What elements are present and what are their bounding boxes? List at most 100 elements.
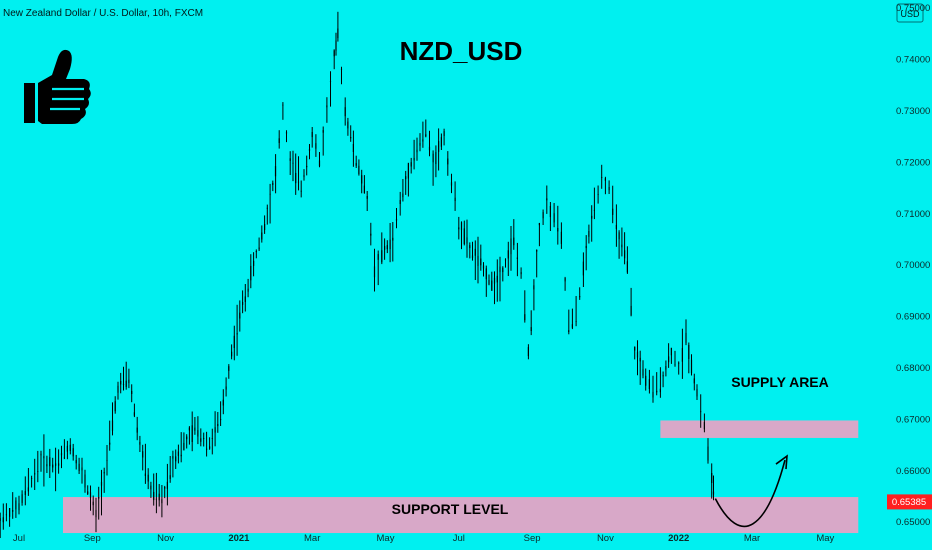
- candle-body: [582, 261, 584, 276]
- candle-body: [568, 330, 570, 332]
- candle-body: [384, 246, 386, 250]
- candle-body: [579, 296, 581, 298]
- candle-body: [533, 285, 535, 290]
- candle-body: [261, 232, 263, 240]
- x-tick-label: May: [816, 533, 834, 544]
- candle-body: [183, 442, 185, 451]
- candle-body: [538, 223, 540, 226]
- y-tick-label: 0.68000: [896, 363, 930, 374]
- candle-body: [642, 369, 644, 376]
- candle-body: [315, 143, 317, 149]
- candle-body: [52, 464, 54, 468]
- candle-body: [92, 501, 94, 506]
- candle-body: [707, 446, 709, 461]
- candle-body: [180, 454, 182, 457]
- candle-body: [89, 492, 92, 498]
- candle-body: [700, 411, 702, 413]
- candle-body: [295, 173, 297, 184]
- candle-body: [209, 446, 211, 449]
- candle-body: [665, 366, 667, 370]
- candle-body: [164, 487, 166, 489]
- candle-body: [636, 351, 639, 358]
- candle-body: [454, 197, 456, 201]
- currency-badge[interactable]: USD: [896, 3, 924, 23]
- candle-body: [428, 146, 431, 151]
- candle-body: [615, 224, 617, 230]
- candle-body: [282, 104, 284, 106]
- candle-body: [278, 138, 280, 143]
- candle-body: [624, 250, 626, 259]
- candle-body: [150, 485, 152, 490]
- candle-body: [95, 509, 97, 518]
- candle-body: [136, 427, 138, 433]
- candle-body: [422, 139, 424, 142]
- candle-body: [373, 266, 376, 278]
- candle-body: [471, 255, 474, 258]
- candle-body: [239, 312, 241, 319]
- candle-body: [575, 321, 577, 322]
- y-axis[interactable]: 0.75000 0.74000 0.73000 0.72000 0.71000 0.700…: [896, 3, 930, 528]
- candle-body: [0, 518, 1, 521]
- candle-body: [458, 227, 460, 230]
- candle-body: [217, 424, 219, 427]
- candle-body: [233, 335, 235, 348]
- candle-body: [488, 280, 490, 285]
- candle-body: [347, 121, 349, 129]
- candle-body: [656, 390, 658, 393]
- candle-body: [37, 471, 39, 472]
- candle-body: [194, 427, 196, 431]
- candle-body: [87, 491, 89, 494]
- candle-body: [220, 419, 222, 421]
- y-tick-label: 0.69000: [896, 312, 930, 323]
- candle-body: [191, 425, 193, 442]
- candle-body: [333, 49, 335, 57]
- candle-body: [322, 130, 324, 133]
- y-tick-label: 0.66000: [896, 466, 930, 477]
- supply-area-label: SUPPLY AREA: [731, 374, 829, 390]
- candle-body: [557, 228, 559, 232]
- candle-body: [308, 149, 311, 151]
- candle-body: [377, 254, 379, 260]
- x-axis[interactable]: Jul Sep Nov 2021 Mar May Jul Sep Nov 2022 Mar May: [13, 533, 835, 544]
- candle-body: [685, 332, 687, 343]
- candle-body: [645, 375, 647, 386]
- candle-body: [147, 474, 149, 482]
- candle-body: [98, 497, 100, 499]
- candle-body: [355, 163, 357, 166]
- candle-body: [5, 514, 7, 516]
- candle-body: [46, 464, 48, 467]
- candle-body: [626, 261, 628, 273]
- candle-body: [361, 175, 363, 184]
- candle-body: [292, 162, 294, 164]
- candle-body: [370, 233, 372, 236]
- candle-body: [399, 200, 401, 204]
- candle-body: [591, 215, 593, 219]
- x-tick-label: Sep: [84, 533, 101, 544]
- candle-body: [690, 359, 693, 374]
- candle-body: [463, 228, 465, 244]
- candle-body: [413, 157, 415, 161]
- candle-body: [693, 378, 695, 384]
- chart-title: NZD_USD: [400, 36, 523, 66]
- candle-body: [231, 351, 233, 357]
- candle-body: [688, 345, 690, 359]
- symbol-info[interactable]: New Zealand Dollar / U.S. Dollar, 10h, F…: [3, 8, 203, 19]
- candle-body: [410, 162, 412, 167]
- candle-body: [402, 193, 404, 198]
- candle-body: [513, 237, 515, 246]
- candle-body: [593, 209, 595, 211]
- x-tick-label: 2021: [228, 533, 250, 544]
- candle-body: [674, 364, 676, 366]
- candle-body: [214, 427, 216, 433]
- candle-body: [678, 362, 680, 364]
- candle-body: [425, 134, 427, 137]
- candle-body: [618, 232, 620, 240]
- candle-body: [155, 498, 157, 500]
- candle-body: [340, 68, 343, 70]
- candle-body: [311, 132, 313, 138]
- candle-body: [460, 222, 463, 231]
- candle-body: [546, 198, 548, 201]
- candle-body: [344, 107, 346, 117]
- candle-body: [662, 375, 664, 377]
